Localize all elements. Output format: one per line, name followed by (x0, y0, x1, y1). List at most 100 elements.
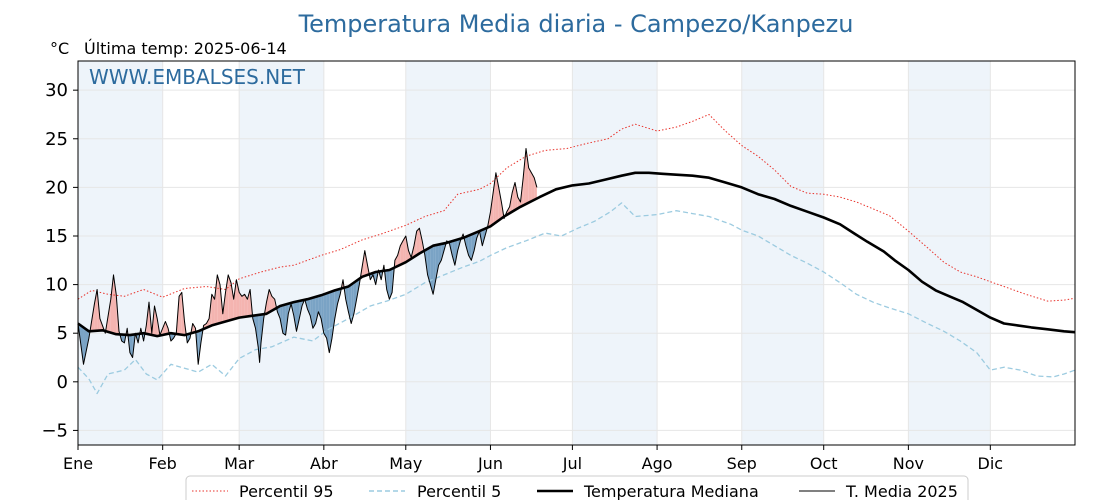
y-tick-label: 30 (45, 80, 68, 101)
x-tick-label: Oct (810, 454, 838, 473)
y-tick-label: 10 (45, 275, 68, 296)
warm-anomaly-fill (525, 148, 529, 205)
cold-anomaly-fill (323, 293, 327, 339)
y-tick-label: 5 (57, 323, 68, 344)
cold-anomaly-fill (351, 282, 354, 324)
unit-label: °C (50, 39, 69, 58)
warm-anomaly-fill (523, 148, 526, 206)
x-tick-label: Sep (727, 454, 757, 473)
legend-label-median: Temperatura Mediana (583, 482, 759, 500)
x-tick-label: Dic (978, 454, 1004, 473)
warm-anomaly-fill (515, 182, 518, 211)
legend-label-current: T. Media 2025 (845, 482, 958, 500)
warm-anomaly-fill (405, 235, 409, 263)
cold-anomaly-fill (452, 240, 455, 266)
cold-anomaly-fill (312, 296, 316, 329)
cold-anomaly-fill (334, 289, 338, 319)
watermark: WWW.EMBALSES.NET (89, 65, 306, 89)
p5-line (77, 202, 1076, 395)
cold-anomaly-fill (315, 296, 319, 324)
warm-anomaly-fill (230, 282, 234, 320)
cold-anomaly-fill (435, 244, 439, 280)
cold-anomaly-fill (310, 297, 313, 329)
cold-anomaly-fill (386, 270, 390, 300)
warm-anomaly-fill (179, 292, 182, 335)
warm-anomaly-fill (214, 274, 218, 325)
cold-anomaly-fill (438, 243, 442, 266)
month-band (78, 61, 163, 445)
legend: Percentil 95 Percentil 5 Temperatura Med… (185, 475, 969, 500)
y-tick-label: −5 (41, 420, 68, 441)
warm-anomaly-fill (528, 167, 532, 203)
warm-anomaly-fill (94, 289, 98, 331)
month-band (741, 61, 824, 445)
month-band (908, 61, 991, 445)
cold-anomaly-fill (282, 304, 286, 336)
legend-label-p5: Percentil 5 (417, 482, 501, 500)
cold-anomaly-fill (326, 292, 330, 353)
cold-anomaly-fill (170, 333, 174, 341)
x-tick-label: Ene (63, 454, 93, 473)
cold-anomaly-fill (471, 233, 475, 261)
x-tick-label: Abr (310, 454, 338, 473)
warm-anomaly-fill (244, 294, 248, 317)
x-tick-label: Jun (477, 454, 503, 473)
warm-anomaly-fill (211, 294, 215, 326)
cold-anomaly-fill (293, 301, 297, 332)
p95-line (77, 114, 1076, 302)
cold-anomaly-fill (121, 334, 125, 343)
median-line (77, 171, 1076, 338)
cold-anomaly-fill (307, 298, 311, 316)
chart-title: Temperatura Media diaria - Campezo/Kanpe… (298, 10, 854, 38)
x-tick-label: May (389, 454, 422, 473)
legend-label-p95: Percentil 95 (239, 482, 334, 500)
warm-anomaly-fill (165, 321, 169, 335)
cold-anomaly-fill (277, 305, 281, 319)
cold-anomaly-fill (427, 247, 431, 285)
cold-anomaly-fill (482, 228, 485, 246)
month-band (572, 61, 658, 445)
warm-anomaly-fill (217, 274, 221, 324)
warm-anomaly-fill (271, 296, 275, 311)
plot-frame (77, 60, 1076, 446)
y-tick-label: 15 (45, 226, 68, 247)
warm-anomaly-fill (416, 228, 420, 256)
month-band (239, 61, 324, 445)
x-tick-label: Nov (893, 454, 924, 473)
x-tick-label: Ago (642, 454, 673, 473)
warm-anomaly-fill (241, 294, 245, 318)
legend-box (185, 475, 969, 500)
x-tick-label: Mar (224, 454, 255, 473)
warm-anomaly-fill (534, 177, 537, 200)
warm-anomaly-fill (413, 231, 417, 257)
month-bands (78, 61, 991, 445)
cold-anomaly-fill (465, 235, 469, 256)
cold-anomaly-fill (296, 300, 300, 332)
cold-anomaly-fill (389, 268, 393, 300)
warm-anomaly-fill (266, 289, 270, 314)
cold-anomaly-fill (321, 294, 324, 334)
warm-anomaly-fill (110, 274, 114, 334)
warm-anomaly-fill (397, 245, 401, 267)
y-tick-label: 25 (45, 129, 68, 150)
cold-anomaly-fill (129, 334, 133, 358)
warm-anomaly-fill (394, 255, 398, 268)
warm-anomaly-fill (247, 289, 251, 317)
cold-anomaly-fill (468, 234, 472, 261)
warm-anomaly-fill (493, 172, 496, 225)
y-tick-label: 0 (57, 372, 68, 393)
cold-anomaly-fill (187, 333, 190, 343)
x-axis: Ene Feb Mar Abr May Jun Jul Ago Sep Oct Nov Dic (63, 445, 1003, 473)
warm-anomaly-fill (531, 172, 535, 202)
warm-anomaly-fill (233, 279, 237, 320)
cold-anomaly-fill (83, 327, 89, 365)
series-lines (77, 114, 1076, 395)
cold-anomaly-fill (345, 286, 349, 312)
warm-anomaly-fill (154, 305, 158, 337)
warm-anomaly-fill (403, 235, 406, 264)
warm-anomaly-fill (512, 182, 516, 212)
current-year-line (77, 148, 538, 365)
warm-anomaly-fill (517, 197, 521, 209)
last-temp-label: Última temp: 2025-06-14 (84, 39, 287, 58)
warm-anomaly-fill (192, 323, 196, 333)
